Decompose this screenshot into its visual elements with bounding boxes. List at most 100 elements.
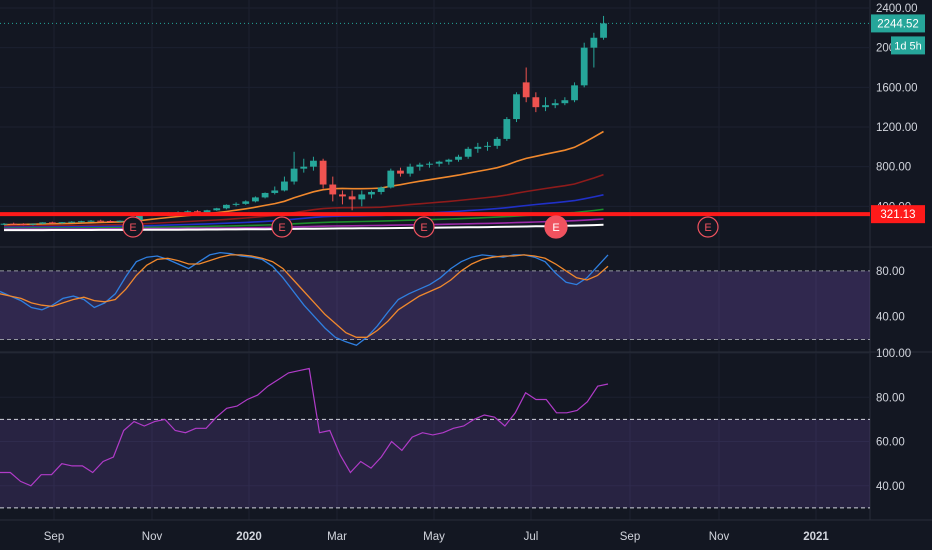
candle-body: [271, 190, 279, 193]
candle[interactable]: [77, 220, 85, 223]
candle[interactable]: [484, 141, 491, 151]
candle[interactable]: [590, 32, 598, 68]
candle[interactable]: [387, 168, 395, 189]
candle-body: [532, 97, 540, 108]
candle[interactable]: [551, 99, 559, 109]
candle[interactable]: [435, 160, 443, 167]
candle-body: [39, 222, 47, 224]
earnings-marker-label: E: [704, 222, 711, 234]
candle-body: [416, 164, 424, 167]
candle[interactable]: [300, 158, 308, 173]
candle[interactable]: [68, 221, 76, 223]
candle[interactable]: [97, 219, 105, 222]
candle[interactable]: [290, 151, 298, 185]
candle[interactable]: [329, 176, 337, 202]
candle[interactable]: [522, 67, 530, 103]
rsi-line: [0, 367, 609, 487]
stochastic-pane[interactable]: [0, 251, 870, 347]
candle-body: [194, 211, 201, 213]
candle[interactable]: [455, 154, 462, 162]
earnings-marker[interactable]: E: [413, 216, 435, 238]
x-tick-label: 2020: [236, 531, 262, 543]
candle-body: [600, 23, 607, 38]
candle-body: [29, 223, 37, 225]
moving-average-line: [4, 208, 604, 229]
candle[interactable]: [571, 82, 578, 103]
candle-body: [19, 223, 27, 225]
candle[interactable]: [19, 223, 27, 226]
candle[interactable]: [310, 156, 317, 171]
candle-body: [368, 191, 375, 195]
candle[interactable]: [319, 158, 327, 189]
candle[interactable]: [503, 117, 511, 141]
earnings-marker[interactable]: E: [697, 216, 719, 238]
axes: 2400.002000.001600.001200.00800.00400.00…: [44, 3, 925, 543]
candle[interactable]: [39, 222, 47, 225]
candle[interactable]: [261, 192, 269, 199]
candle[interactable]: [281, 176, 288, 192]
candle-body: [87, 220, 95, 222]
candle[interactable]: [29, 223, 37, 226]
candle-body: [397, 170, 404, 174]
candle-body: [387, 170, 395, 188]
candle[interactable]: [0, 222, 8, 225]
candle[interactable]: [87, 220, 95, 222]
candle[interactable]: [106, 220, 114, 223]
candle[interactable]: [493, 136, 501, 149]
x-tick-label: Nov: [142, 531, 163, 543]
candle[interactable]: [358, 190, 366, 207]
candle[interactable]: [271, 186, 279, 195]
earnings-marker[interactable]: E: [122, 216, 144, 238]
moving-average-line: [4, 194, 604, 228]
rsi-tick-label: 80.00: [876, 392, 905, 404]
earnings-marker[interactable]: E: [271, 216, 293, 238]
earnings-marker-label: E: [552, 222, 559, 234]
candle[interactable]: [58, 222, 66, 224]
candle-body: [551, 103, 559, 106]
candle-body: [377, 187, 385, 192]
candle[interactable]: [223, 204, 230, 210]
candle[interactable]: [532, 92, 540, 113]
candle-body: [348, 196, 356, 200]
earnings-marker-circle: [122, 216, 144, 238]
candle[interactable]: [232, 202, 240, 207]
x-tick-label: May: [423, 531, 445, 543]
stochastic-tick-label: 40.00: [876, 312, 905, 324]
candle[interactable]: [397, 167, 404, 177]
candle-body: [358, 194, 366, 200]
earnings-marker[interactable]: E: [544, 215, 568, 239]
candle[interactable]: [426, 161, 433, 168]
candle-body: [503, 119, 511, 139]
candle-body: [445, 159, 453, 162]
candle[interactable]: [464, 146, 472, 159]
candle[interactable]: [416, 162, 424, 171]
candle[interactable]: [513, 92, 520, 123]
candle-body: [281, 181, 288, 191]
rsi-pane[interactable]: [0, 367, 870, 509]
candle[interactable]: [213, 207, 221, 211]
candle-body: [319, 160, 327, 185]
earnings-marker-circle: [697, 216, 719, 238]
candle[interactable]: [348, 190, 356, 211]
candle[interactable]: [542, 97, 549, 112]
candle[interactable]: [406, 163, 414, 177]
candle[interactable]: [368, 190, 375, 199]
candle[interactable]: [600, 15, 607, 40]
candle[interactable]: [252, 196, 259, 203]
candle[interactable]: [445, 158, 453, 165]
candle[interactable]: [474, 142, 482, 153]
candle-body: [300, 166, 308, 169]
candle[interactable]: [116, 220, 124, 223]
candle[interactable]: [377, 186, 385, 195]
candle[interactable]: [339, 190, 346, 205]
candle[interactable]: [580, 42, 588, 88]
candle[interactable]: [242, 200, 250, 205]
price-tick-label: 800.00: [876, 162, 911, 174]
candle-body: [455, 156, 462, 160]
candle[interactable]: [561, 97, 569, 106]
candle[interactable]: [48, 221, 56, 224]
horizontal-line-badge: [871, 205, 925, 224]
candle[interactable]: [10, 222, 18, 225]
